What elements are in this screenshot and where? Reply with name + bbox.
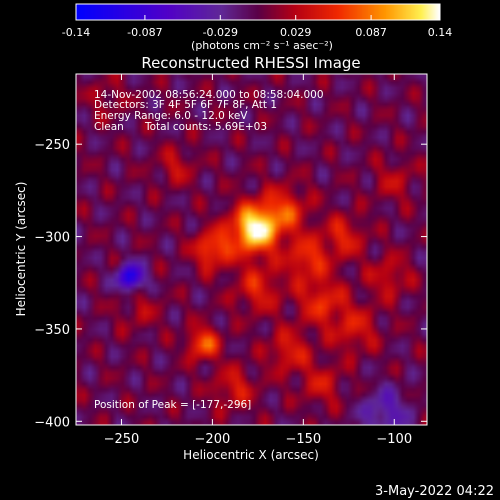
chart-title: Reconstructed RHESSI Image: [141, 54, 360, 72]
footer-date: 3-May-2022 04:22: [375, 484, 494, 499]
y-axis-ticks: −400 −350 −300 −250: [34, 138, 427, 430]
x-tick-label: −200: [195, 432, 231, 447]
x-tick-label: −150: [285, 432, 321, 447]
colorbar-tick-label: -0.087: [127, 26, 162, 39]
y-tick-label: −400: [34, 415, 70, 430]
colorbar-tick-label: 0.087: [355, 26, 387, 39]
y-tick-label: −350: [34, 323, 70, 338]
info-energy: Energy Range: 6.0 - 12.0 keV: [94, 110, 248, 122]
info-detectors: Detectors: 3F 4F 5F 6F 7F 8F, Att 1: [94, 99, 277, 111]
colorbar-ticks: -0.14 -0.087 -0.029 0.029 0.087 0.14: [62, 15, 452, 39]
heatmap-image: [76, 74, 427, 425]
colorbar-frame: [75, 3, 441, 21]
plot-frame: [75, 73, 428, 426]
colorbar-tick-label: -0.029: [203, 26, 238, 39]
x-axis-label: Heliocentric X (arcsec): [183, 448, 319, 462]
plot-area: −250 −200 −150 −100 −400 −350 −300 −250 14-Nov…: [34, 73, 428, 447]
x-tick-label: −250: [104, 432, 140, 447]
peak-position: Position of Peak = [-177,-296]: [94, 399, 251, 411]
colorbar-gradient: [76, 4, 440, 20]
colorbar-tick-label: 0.14: [428, 26, 453, 39]
x-tick-label: −100: [376, 432, 412, 447]
y-tick-label: −300: [34, 231, 70, 246]
colorbar-tick-label: -0.14: [62, 26, 90, 39]
colorbar-unit-label: (photons cm⁻² s⁻¹ asec⁻²): [191, 39, 333, 52]
colorbar-tick-label: 0.029: [280, 26, 312, 39]
colorbar: -0.14 -0.087 -0.029 0.029 0.087 0.14 (photons…: [62, 3, 452, 52]
y-axis-label: Heliocentric Y (arcsec): [14, 182, 28, 317]
y-tick-label: −250: [34, 138, 70, 153]
info-method: Clean: [94, 121, 124, 133]
info-counts: Total counts: 5.69E+03: [144, 121, 267, 133]
x-axis-ticks: −250 −200 −150 −100: [104, 74, 412, 447]
info-time-range: 14-Nov-2002 08:56:24.000 to 08:58:04.000: [94, 89, 324, 101]
